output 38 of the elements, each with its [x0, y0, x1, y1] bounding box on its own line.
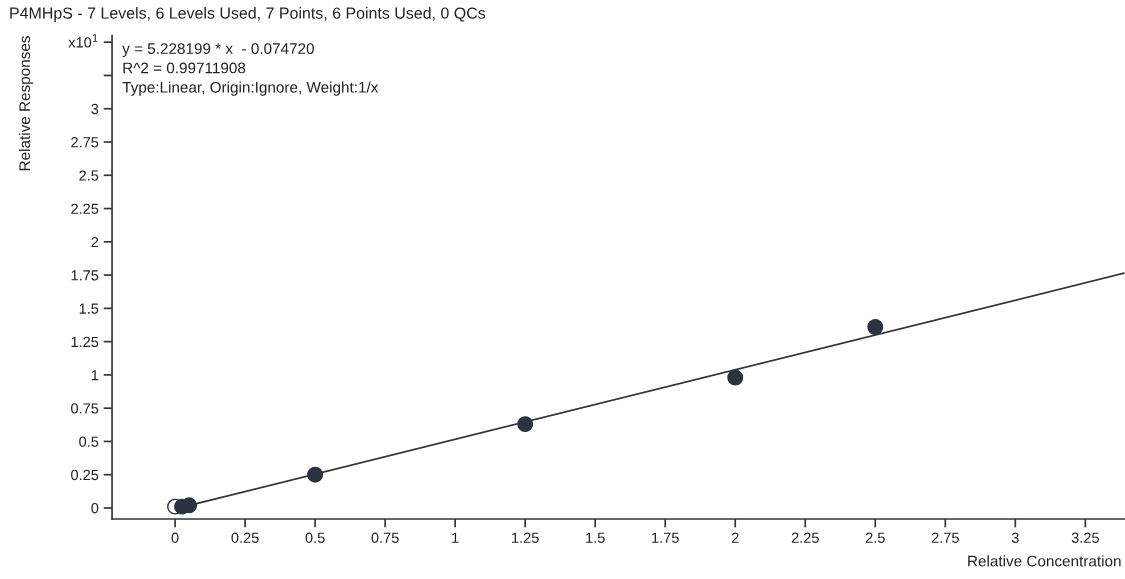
x-tick-label: 2.75	[931, 532, 959, 543]
annotation: y = 5.228199 * x - 0.074720	[122, 43, 314, 58]
y-tick-label: 2.25	[71, 203, 99, 214]
annotation: Type:Linear, Origin:Ignore, Weight:1/x	[122, 81, 379, 96]
y-tick-label: 2.75	[71, 137, 99, 148]
y-tick-label: 3	[91, 103, 99, 115]
x-tick-label: 0.75	[371, 532, 399, 543]
y-tick-label: 1.5	[79, 303, 99, 314]
x-tick-label: 1.5	[586, 532, 605, 543]
point	[517, 416, 534, 433]
y-tick-label: 1.75	[71, 270, 99, 281]
x-tick-label: 0.25	[231, 532, 259, 543]
y-tick-label: 0.25	[71, 469, 99, 481]
y-tick-label: 2.5	[79, 170, 99, 181]
x-tick-label: 2	[731, 532, 739, 543]
x-tick-label: 1.75	[652, 532, 679, 543]
x-tick-label: 2.5	[865, 532, 885, 543]
y-tick-label: 2	[91, 236, 99, 248]
annotation: R^2 = 0.99711908	[123, 62, 246, 74]
y-tick-label: 0.75	[71, 403, 99, 414]
x-tick-label: 2.25	[791, 532, 819, 543]
point	[727, 369, 744, 386]
x-tick-label: 1.25	[512, 532, 539, 543]
x-tick-label: 3	[1011, 532, 1019, 543]
y-tick-label: 0.5	[79, 436, 99, 447]
point	[307, 466, 324, 483]
y-tick-label: 1.25	[71, 336, 99, 348]
y-tick-label: 1	[91, 370, 99, 381]
x-tick-label: 0	[171, 532, 179, 543]
x-tick-label: 0.5	[305, 532, 325, 543]
y-axis-title: Relative Responses	[18, 36, 34, 171]
x-axis-title: Relative Concentration	[968, 555, 1121, 567]
y-tick-label: 0	[91, 503, 99, 514]
point	[867, 319, 884, 335]
chart-title: P4MHpS - 7 Levels, 6 Levels Used, 7 Points, 6 Points Used, 0 QCs	[10, 7, 486, 22]
y-tick-label: x10$^{1}$	[68, 34, 98, 48]
x-tick-label: 3.25	[1071, 532, 1099, 543]
x-tick-label: 1	[452, 532, 459, 543]
